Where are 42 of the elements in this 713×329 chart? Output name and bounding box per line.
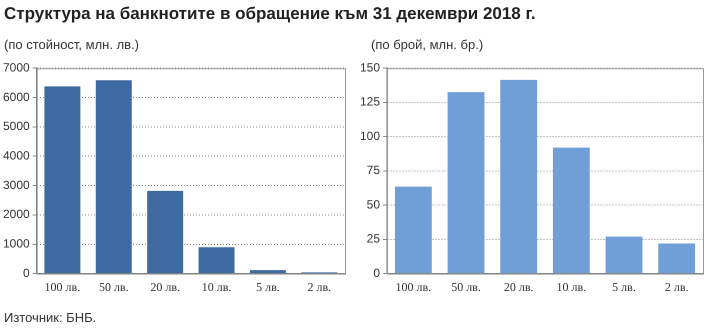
x-tick-label: 10 лв. — [202, 280, 232, 294]
y-tick-label: 25 — [366, 232, 380, 246]
y-tick-label: 7000 — [2, 60, 30, 75]
y-tick-label: 0 — [23, 266, 30, 280]
y-tick-label: 125 — [360, 94, 380, 109]
chart-subtitle: (по брой, млн. бр.) — [371, 37, 484, 52]
y-tick-label: 5000 — [2, 119, 30, 134]
y-tick-label: 1000 — [2, 236, 30, 251]
y-tick-label: 50 — [366, 197, 380, 212]
x-tick-label: 5 лв. — [612, 280, 636, 294]
bar — [606, 236, 642, 274]
bar — [96, 80, 132, 274]
x-tick-label: 20 лв. — [150, 280, 180, 294]
x-tick-label: 10 лв. — [556, 280, 586, 294]
y-tick-label: 4000 — [2, 148, 30, 163]
bar — [552, 148, 590, 274]
y-tick-label: 2000 — [2, 207, 30, 222]
y-tick-label: 75 — [366, 163, 380, 178]
bar — [250, 270, 286, 274]
x-tick-label: 2 лв. — [307, 280, 332, 294]
bar — [500, 80, 538, 274]
y-tick-label: 3000 — [2, 178, 30, 192]
bar — [394, 186, 432, 274]
text: Източник: БНБ. — [4, 310, 96, 325]
x-tick-label: 50 лв. — [451, 280, 481, 294]
x-tick-label: 100 лв. — [396, 280, 432, 294]
x-tick-label: 2 лв. — [664, 280, 688, 294]
y-tick-label: 0 — [373, 266, 380, 280]
chart-title: Структура на банкнотите в обращение към 31 декември 2018 г. — [4, 4, 536, 24]
x-tick-label: 20 лв. — [504, 280, 534, 294]
x-tick-label: 100 лв. — [44, 280, 80, 294]
bar — [448, 92, 484, 274]
x-tick-label: 5 лв. — [256, 280, 280, 294]
chart-subtitle: (по стойност, млн. лв.) — [4, 37, 140, 52]
bar — [198, 247, 235, 274]
y-tick-label: 150 — [360, 60, 380, 75]
x-tick-label: 50 лв. — [98, 280, 129, 294]
bar — [658, 243, 696, 274]
bar — [147, 190, 184, 274]
y-tick-label: 100 — [360, 128, 380, 143]
y-tick-label: 6000 — [2, 90, 30, 104]
bar — [44, 86, 80, 274]
